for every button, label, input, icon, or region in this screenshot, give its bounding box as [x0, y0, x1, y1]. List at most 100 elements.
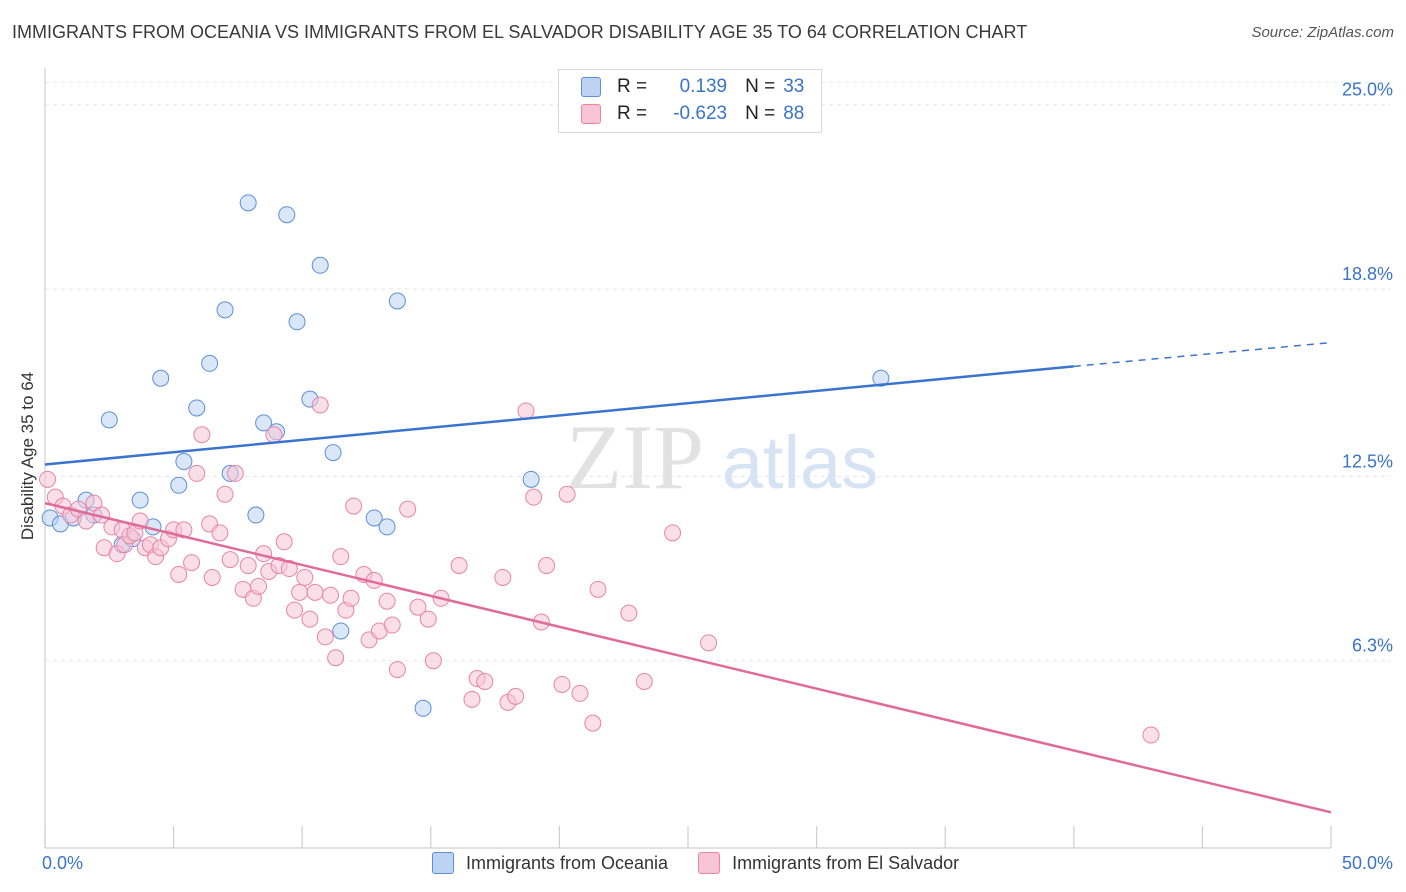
- y-tick-label: 18.8%: [1342, 264, 1393, 284]
- el-salvador-point: [280, 560, 298, 578]
- el-salvador-point: [584, 714, 602, 732]
- el-salvador-point: [316, 628, 334, 646]
- el-salvador-point: [476, 673, 494, 691]
- oceania-point: [152, 369, 170, 387]
- oceania-point: [131, 491, 149, 509]
- el-salvador-point: [517, 402, 535, 420]
- el-salvador-point: [175, 521, 193, 539]
- el-salvador-point: [170, 565, 188, 583]
- legend: R = 0.139 N = 33 R = -0.623 N = 88: [558, 69, 822, 133]
- source-label: Source: ZipAtlas.com: [1251, 24, 1394, 41]
- el-salvador-point: [525, 488, 543, 506]
- el-salvador-point: [211, 524, 229, 542]
- el-salvador-point: [301, 610, 319, 628]
- oceania-point: [247, 506, 265, 524]
- el-salvador-point: [327, 649, 345, 667]
- series-swatch-blue: [432, 852, 454, 874]
- el-salvador-point: [342, 589, 360, 607]
- el-salvador-point: [450, 557, 468, 575]
- el-salvador-trend-line: [44, 501, 1332, 814]
- el-salvador-point: [203, 568, 221, 586]
- series-legend-el-salvador: Immigrants from El Salvador: [698, 852, 959, 874]
- legend-n-value: 88: [783, 103, 805, 124]
- el-salvador-point: [275, 533, 293, 551]
- el-salvador-point: [424, 652, 442, 670]
- el-salvador-point: [306, 583, 324, 601]
- el-salvador-point: [249, 577, 267, 595]
- chart-title: IMMIGRANTS FROM OCEANIA VS IMMIGRANTS FR…: [12, 22, 1028, 42]
- el-salvador-point: [700, 634, 718, 652]
- oceania-point: [365, 509, 383, 527]
- legend-row-el-salvador: R = -0.623 N = 88: [581, 101, 804, 127]
- el-salvador-point: [291, 583, 309, 601]
- el-salvador-point: [538, 557, 556, 575]
- legend-r-value: 0.139: [679, 76, 728, 97]
- el-salvador-point: [85, 494, 103, 512]
- series-name: Immigrants from Oceania: [466, 852, 669, 873]
- x-tick-label: 0.0%: [42, 853, 83, 873]
- el-salvador-point: [216, 485, 234, 503]
- el-salvador-point: [285, 601, 303, 619]
- el-salvador-point: [507, 687, 525, 705]
- el-salvador-point: [635, 673, 653, 691]
- y-tick-label: 12.5%: [1342, 451, 1393, 471]
- el-salvador-point: [321, 586, 339, 604]
- el-salvador-point: [494, 568, 512, 586]
- legend-row-oceania: R = 0.139 N = 33: [581, 74, 804, 100]
- legend-n-label: N =: [745, 76, 776, 97]
- x-tick-label: 50.0%: [1342, 853, 1393, 873]
- y-tick-label: 6.3%: [1352, 636, 1393, 656]
- el-salvador-point: [296, 568, 314, 586]
- trend-lines: [44, 341, 1332, 814]
- oceania-point: [414, 699, 432, 717]
- legend-n-value: 33: [783, 76, 805, 97]
- el-salvador-point: [188, 464, 206, 482]
- tick-labels: 6.3% 12.5% 18.8% 25.0% 0.0% 50.0%: [42, 80, 1393, 873]
- legend-r-label: R =: [617, 76, 648, 97]
- el-salvador-point: [378, 592, 396, 610]
- el-salvador-point: [193, 426, 211, 444]
- el-salvador-point: [226, 464, 244, 482]
- oceania-point: [522, 470, 540, 488]
- el-salvador-point: [388, 661, 406, 679]
- oceania-point: [216, 301, 234, 319]
- oceania-point: [188, 399, 206, 417]
- oceania-point: [175, 453, 193, 470]
- watermark-atlas: atlas: [722, 421, 878, 504]
- oceania-point: [239, 194, 257, 212]
- el-salvador-point: [183, 554, 201, 572]
- oceania-point: [378, 518, 396, 536]
- el-salvador-point: [221, 551, 239, 569]
- el-salvador-point: [558, 485, 576, 503]
- oceania-point: [388, 292, 406, 310]
- el-salvador-point: [311, 396, 329, 414]
- series-legend-oceania: Immigrants from Oceania: [432, 852, 668, 874]
- el-salvador-point: [589, 580, 607, 598]
- series-name: Immigrants from El Salvador: [732, 852, 960, 873]
- y-tick-label: 25.0%: [1342, 80, 1393, 100]
- oceania-point: [332, 622, 350, 640]
- watermark: ZIP atlas: [566, 406, 878, 508]
- oceania-trend-extension: [1073, 341, 1332, 368]
- oceania-point: [170, 476, 188, 494]
- legend-r-label: R =: [617, 103, 648, 124]
- oceania-point: [201, 354, 219, 372]
- el-salvador-point: [345, 497, 363, 515]
- el-salvador-point: [332, 548, 350, 566]
- data-points: [39, 194, 1160, 744]
- series-swatch-pink: [698, 852, 721, 874]
- oceania-point: [872, 369, 890, 387]
- oceania-point: [324, 444, 342, 462]
- series-legend: Immigrants from Oceania Immigrants from …: [432, 852, 989, 874]
- axes: [44, 68, 1332, 849]
- oceania-point: [100, 411, 118, 429]
- el-salvador-point: [571, 684, 589, 702]
- legend-r-value: -0.623: [673, 103, 728, 124]
- el-salvador-point: [419, 610, 437, 628]
- el-salvador-point: [39, 470, 57, 488]
- el-salvador-point: [399, 500, 417, 518]
- el-salvador-point: [553, 675, 571, 693]
- legend-swatch-blue: [581, 77, 601, 97]
- el-salvador-point: [409, 598, 427, 616]
